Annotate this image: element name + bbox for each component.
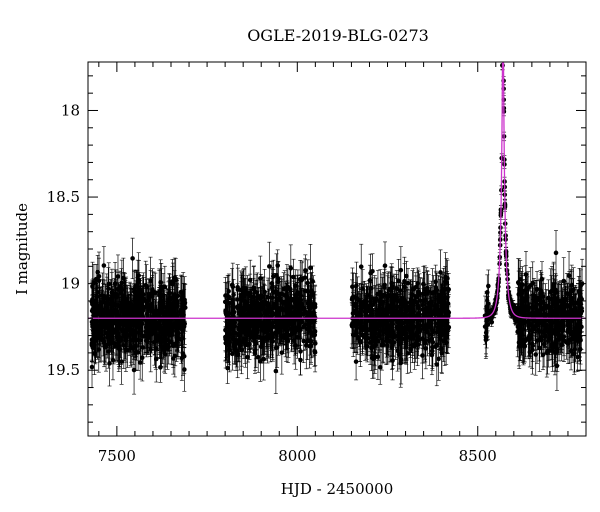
- chart-title: OGLE-2019-BLG-0273: [247, 26, 429, 45]
- plot-area: [87, 61, 587, 437]
